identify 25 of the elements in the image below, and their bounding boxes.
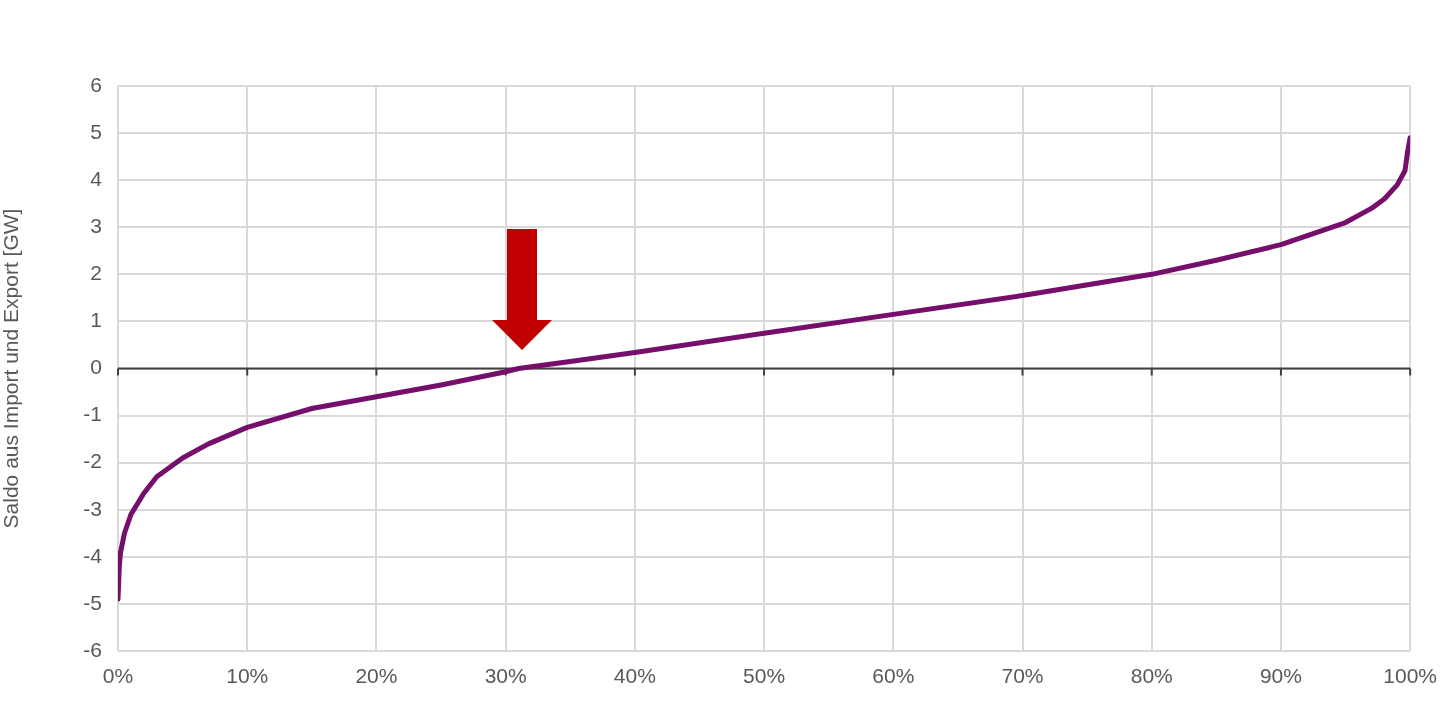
x-tick-label: 60% <box>872 664 915 688</box>
x-tick-label: 50% <box>743 664 786 688</box>
y-tick-label: -1 <box>83 402 102 426</box>
y-tick-label: 6 <box>90 72 102 96</box>
y-tick-label: 0 <box>90 355 102 379</box>
x-tick-label: 0% <box>102 664 134 688</box>
x-tick-label: 90% <box>1259 664 1302 688</box>
x-tick-label: 30% <box>484 664 527 688</box>
y-axis-title: Saldo aus Import und Export [GW] <box>0 208 23 529</box>
x-tick-label: 40% <box>613 664 656 688</box>
y-tick-label: 1 <box>90 308 102 332</box>
x-tick-label: 10% <box>226 664 269 688</box>
y-tick-label: -4 <box>83 543 103 567</box>
x-tick-label: 80% <box>1130 664 1173 688</box>
y-tick-label: -3 <box>83 496 102 520</box>
x-tick-label: 100% <box>1383 664 1437 688</box>
y-tick-label: -5 <box>83 590 102 614</box>
y-tick-label: 5 <box>90 119 102 143</box>
y-tick-label: 3 <box>90 214 102 238</box>
x-tick-label: 20% <box>355 664 398 688</box>
y-tick-label: -2 <box>83 449 102 473</box>
y-tick-label: -6 <box>83 637 102 661</box>
x-tick-label: 70% <box>1001 664 1044 688</box>
y-tick-label: 2 <box>90 261 102 285</box>
y-tick-label: 4 <box>90 166 103 190</box>
